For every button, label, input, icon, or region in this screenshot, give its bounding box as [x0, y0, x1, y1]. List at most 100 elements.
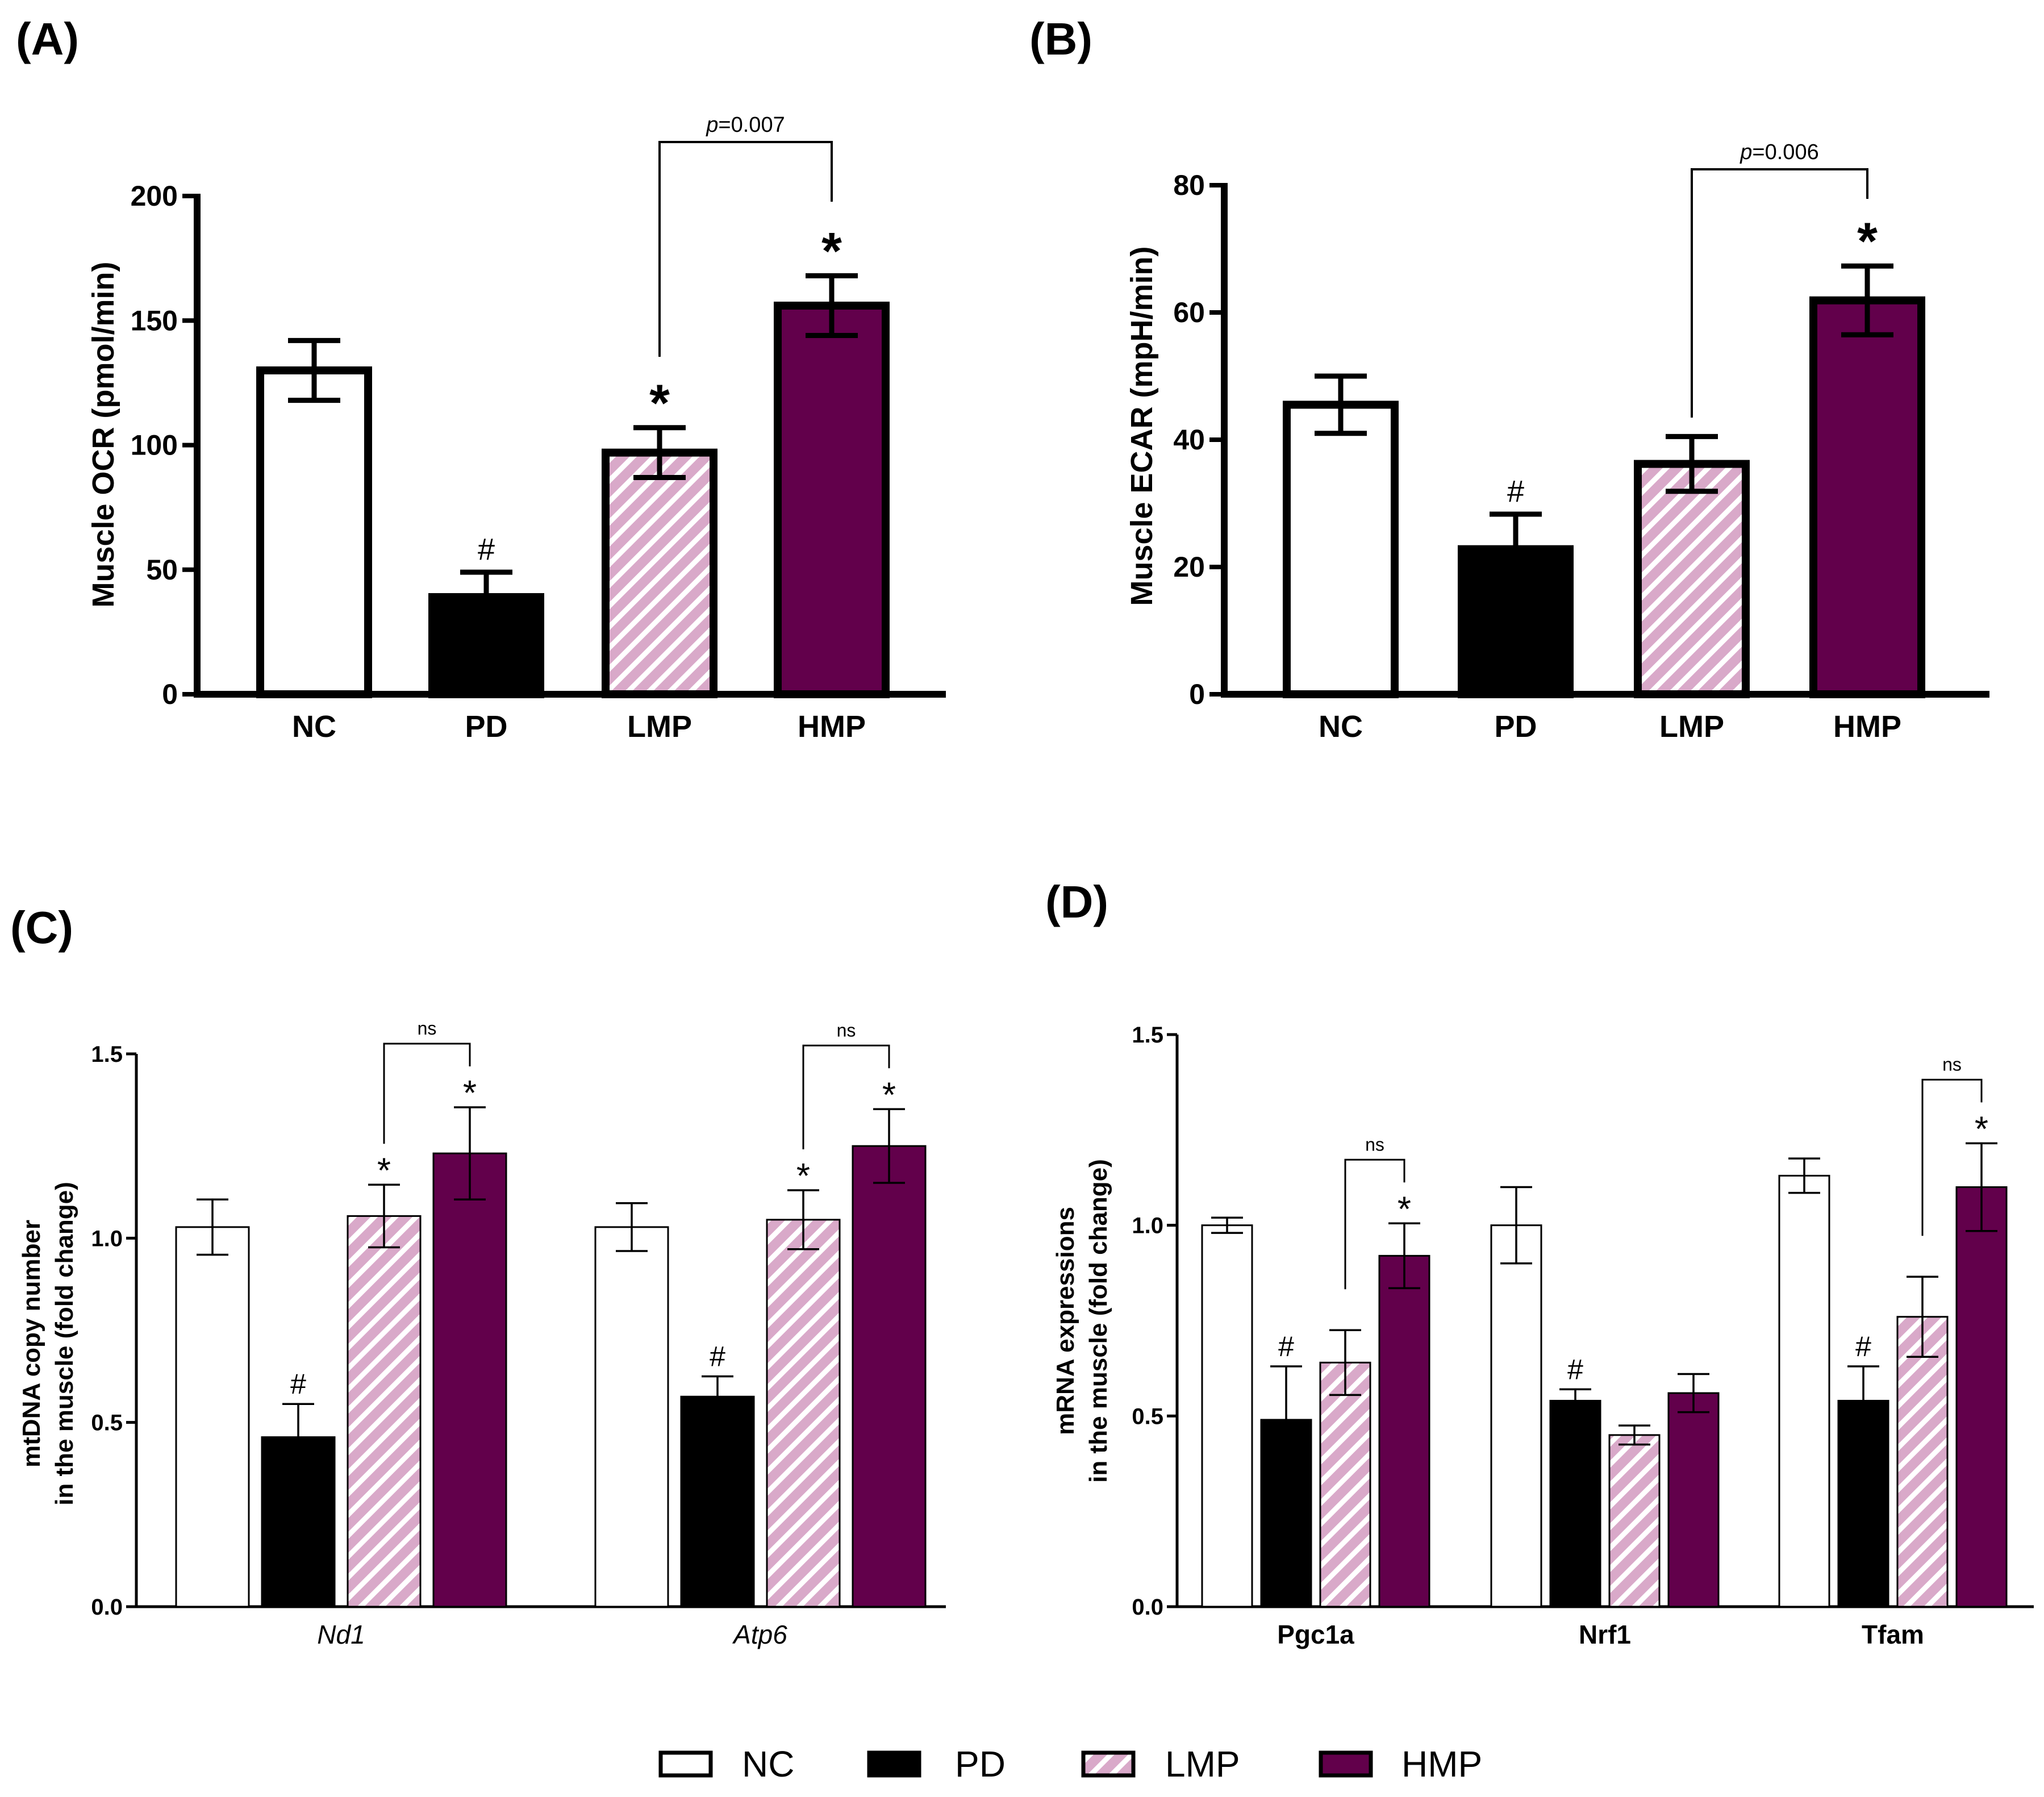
chart-c-group-nd1: # * * Nd1 ns — [175, 1018, 507, 1649]
chart-d-bar-pgc1a-nc — [1201, 1224, 1253, 1608]
chart-c-bar-atp6-hmp — [852, 1145, 927, 1608]
chart-d-comparison-bracket-pgc1a — [1344, 1158, 1405, 1290]
chart-b-category-label-hmp: HMP — [1833, 710, 1901, 744]
chart-d-bar-nrf1-hmp — [1667, 1392, 1720, 1608]
chart-d-group-pgc1a: # * Pgc1a ns — [1201, 1134, 1430, 1649]
chart-a-comparison-label: p=0.007 — [706, 113, 785, 137]
chart-c-sig-mark-nd1-pd: # — [290, 1368, 306, 1400]
chart-c-ylabel-line1: mtDNA copy number — [18, 1220, 45, 1467]
chart-d-group-tfam: # * Tfam ns — [1778, 1054, 2008, 1649]
panel-label-a: (A) — [16, 14, 79, 64]
chart-d-sig-mark-tfam-hmp: * — [1975, 1110, 1988, 1149]
chart-c-comparison-label-nd1: ns — [418, 1018, 437, 1039]
chart-b-bar-nc — [1283, 401, 1399, 699]
chart-c-comparison-label-atp6: ns — [837, 1020, 856, 1040]
chart-a-category-label-lmp: LMP — [627, 710, 692, 744]
chart-d-ytick-label-2: 1.0 — [1132, 1214, 1163, 1239]
chart-d-comparison-bracket-tfam — [1921, 1078, 1983, 1236]
legend-swatch-lmp — [1081, 1750, 1136, 1778]
chart-a-ytick-label-2: 100 — [131, 430, 178, 461]
chart-c-ytick-label-3: 1.5 — [91, 1042, 123, 1067]
chart-d-bar-tfam-nc — [1778, 1174, 1830, 1608]
chart-d-bar-nrf1-lmp — [1608, 1434, 1661, 1608]
chart-d-ytick-label-1: 0.5 — [1132, 1404, 1163, 1429]
chart-b-muscle-ecar: 0 20 40 60 80 NC # PD LMP * HMP p=0.006 — [1173, 140, 1989, 744]
chart-c-sig-mark-atp6-lmp: * — [796, 1157, 810, 1196]
legend-label-pd: PD — [955, 1744, 1006, 1785]
chart-d-comparison-label-pgc1a: ns — [1365, 1134, 1384, 1154]
chart-a-sig-mark-hmp: * — [821, 222, 842, 280]
chart-c-group-label-nd1: Nd1 — [317, 1620, 365, 1649]
chart-c-bar-nd1-lmp — [347, 1215, 422, 1608]
chart-c-bar-nd1-nc — [175, 1226, 250, 1608]
chart-b-category-label-lmp: LMP — [1659, 710, 1724, 744]
chart-a-bar-hmp — [774, 301, 890, 698]
chart-a-sig-mark-lmp: * — [649, 374, 670, 432]
chart-b-comparison-bracket — [1691, 168, 1868, 418]
chart-b-ylabel: Muscle ECAR (mpH/min) — [1125, 246, 1159, 606]
chart-d-bar-nrf1-pd — [1549, 1399, 1601, 1608]
chart-c-group-label-atp6: Atp6 — [732, 1620, 787, 1649]
chart-d-comparison-label-tfam: ns — [1942, 1054, 1962, 1074]
chart-c-bar-nd1-hmp — [432, 1152, 507, 1608]
chart-b-sig-mark-hmp: * — [1857, 212, 1878, 270]
chart-a-comparison-bracket — [658, 141, 833, 357]
chart-d-group-label-nrf1: Nrf1 — [1579, 1620, 1631, 1649]
chart-a-ytick-label-3: 150 — [131, 305, 178, 336]
chart-c-ylabel-line2: in the muscle (fold change) — [51, 1182, 78, 1506]
chart-d-ytick-label-0: 0.0 — [1132, 1595, 1163, 1620]
chart-b-ytick-label-1: 20 — [1173, 551, 1205, 583]
chart-a-sig-mark-pd: # — [478, 532, 495, 566]
chart-d-bar-tfam-hmp — [1955, 1186, 2008, 1608]
chart-d-bar-nrf1-nc — [1490, 1224, 1542, 1608]
chart-c-sig-mark-nd1-hmp: * — [463, 1074, 477, 1113]
chart-c-mtdna-copy-number: 0.0 0.5 1.0 1.5 # * * Nd1 ns # * * Atp6 ns — [91, 1018, 946, 1649]
chart-c-sig-mark-atp6-hmp: * — [882, 1075, 896, 1115]
panel-label-c: (C) — [10, 902, 73, 953]
chart-d-group-nrf1: # Nrf1 — [1490, 1186, 1720, 1649]
chart-b-ytick-label-2: 40 — [1173, 424, 1205, 456]
chart-b-bar-lmp — [1634, 460, 1750, 698]
panel-label-d: (D) — [1045, 877, 1108, 927]
chart-a-ytick-label-1: 50 — [146, 554, 178, 586]
chart-a-category-label-pd: PD — [465, 710, 507, 744]
legend-swatch-nc — [658, 1750, 713, 1778]
chart-b-bar-hmp — [1809, 296, 1925, 698]
chart-d-sig-mark-pgc1a-hmp: * — [1398, 1190, 1411, 1229]
chart-c-sig-mark-atp6-pd: # — [710, 1341, 725, 1373]
chart-d-sig-mark-tfam-pd: # — [1855, 1331, 1871, 1362]
chart-c-sig-mark-nd1-lmp: * — [377, 1151, 391, 1190]
chart-b-category-label-pd: PD — [1494, 710, 1537, 744]
legend: NC PD LMP HMP — [658, 1744, 1482, 1785]
legend-swatch-pd — [867, 1750, 921, 1778]
chart-d-sig-mark-nrf1-pd: # — [1567, 1353, 1583, 1385]
chart-a-bar-nc — [256, 366, 372, 698]
chart-c-bar-atp6-pd — [680, 1395, 755, 1608]
legend-label-lmp: LMP — [1165, 1744, 1240, 1785]
chart-b-ytick-label-0: 0 — [1189, 678, 1205, 710]
chart-c-group-atp6: # * * Atp6 ns — [594, 1020, 927, 1649]
chart-c-ytick-label-1: 0.5 — [91, 1411, 123, 1436]
chart-d-bar-pgc1a-hmp — [1378, 1254, 1430, 1608]
chart-d-ylabel-line1: mRNA expressions — [1052, 1207, 1079, 1435]
chart-c-comparison-bracket-nd1 — [383, 1043, 471, 1144]
chart-a-ytick-label-0: 0 — [162, 678, 178, 710]
chart-d-ytick-label-3: 1.5 — [1132, 1023, 1163, 1048]
chart-b-category-label-nc: NC — [1319, 710, 1363, 744]
chart-a-ylabel: Muscle OCR (pmol/min) — [86, 261, 120, 607]
chart-c-bar-atp6-lmp — [766, 1219, 841, 1608]
chart-a-bar-lmp — [602, 448, 718, 699]
chart-c-comparison-bracket-atp6 — [802, 1044, 890, 1150]
chart-d-ylabel-line2: in the muscle (fold change) — [1084, 1159, 1112, 1483]
chart-a-category-label-hmp: HMP — [798, 710, 866, 744]
chart-d-sig-mark-pgc1a-pd: # — [1278, 1331, 1294, 1362]
chart-c-ytick-label-0: 0.0 — [91, 1595, 123, 1620]
chart-c-bar-atp6-nc — [594, 1226, 669, 1608]
chart-d-bar-tfam-lmp — [1896, 1316, 1949, 1608]
chart-c-ytick-label-2: 1.0 — [91, 1226, 123, 1251]
chart-a-category-label-nc: NC — [292, 710, 336, 744]
chart-b-ytick-label-3: 60 — [1173, 297, 1205, 328]
chart-d-group-label-tfam: Tfam — [1862, 1620, 1924, 1649]
chart-a-ytick-label-4: 200 — [131, 180, 178, 212]
chart-d-mrna-expressions: 0.0 0.5 1.0 1.5 # * Pgc1a ns # Nrf1 # * Tfam ns — [1132, 1023, 2034, 1649]
